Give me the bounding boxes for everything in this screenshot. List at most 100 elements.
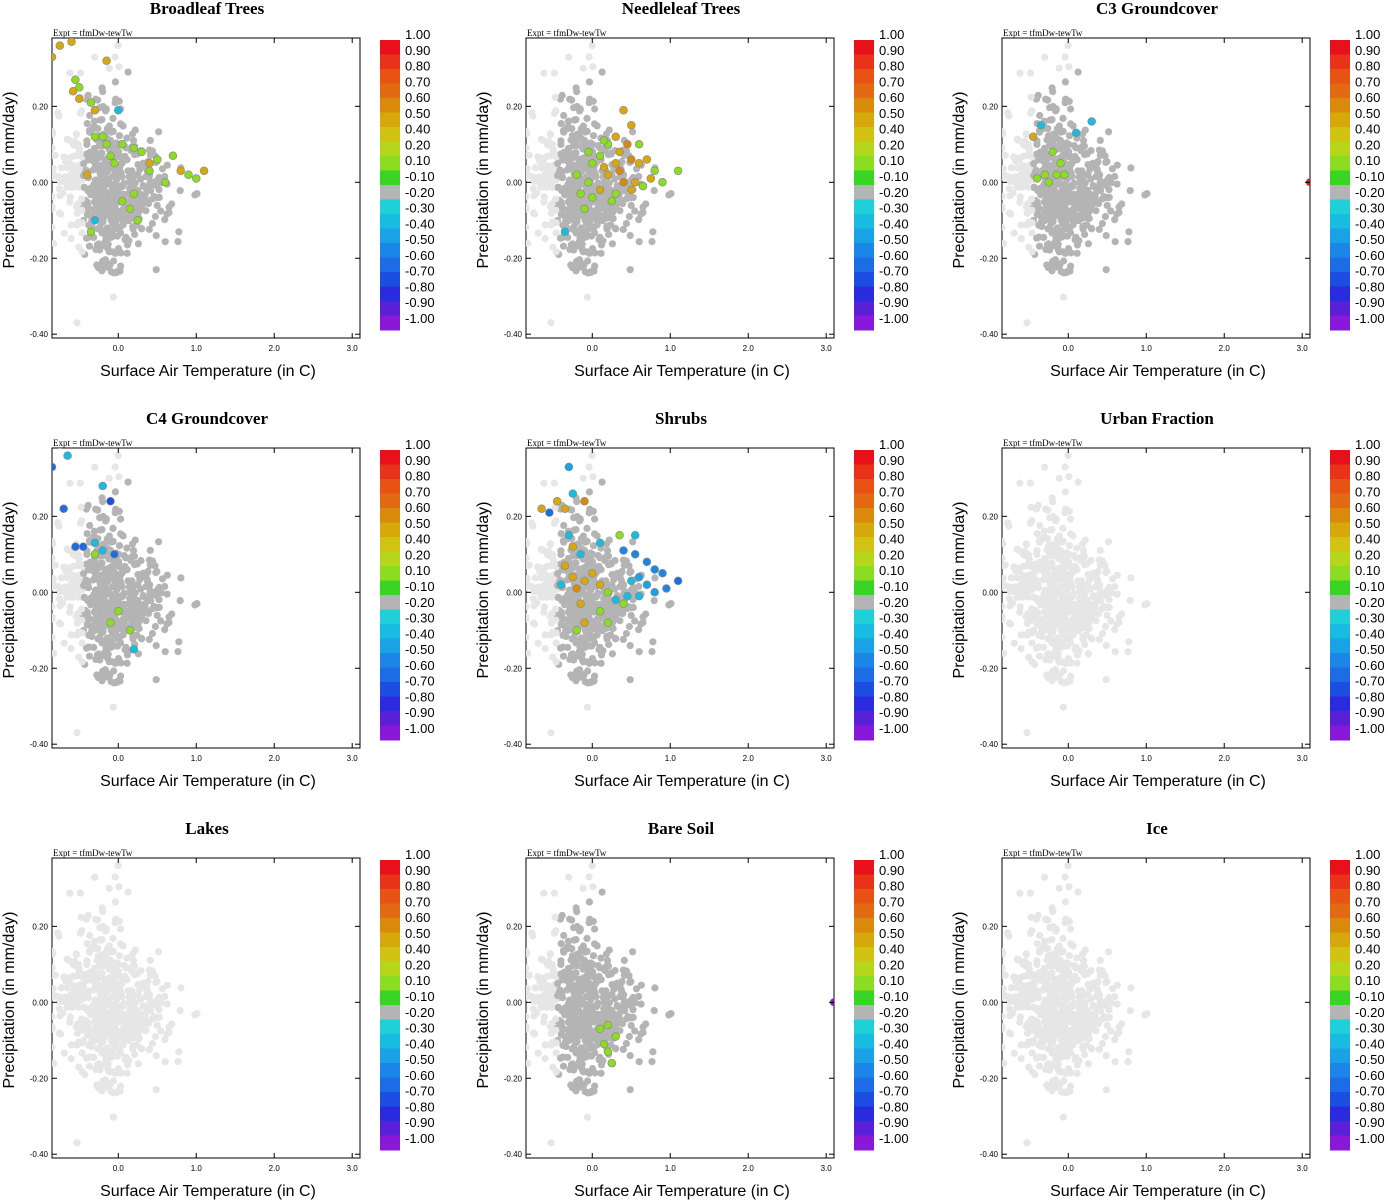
scatter-point bbox=[598, 478, 606, 486]
scatter-point bbox=[1002, 561, 1009, 569]
scatter-point bbox=[537, 135, 545, 143]
colorbar-swatch bbox=[380, 257, 400, 273]
scatter-point bbox=[111, 53, 119, 61]
scatter-point bbox=[1057, 569, 1065, 577]
colored-point bbox=[572, 584, 581, 593]
colorbar-label: 0.10 bbox=[1355, 563, 1380, 578]
scatter-point bbox=[109, 1113, 117, 1121]
colorbar-swatch bbox=[380, 464, 400, 480]
scatter-point bbox=[128, 553, 136, 561]
colorbar-swatch bbox=[1330, 272, 1350, 287]
scatter-point bbox=[1013, 164, 1021, 172]
colorbar-swatch bbox=[854, 551, 874, 567]
scatter-point bbox=[82, 576, 90, 584]
scatter-point bbox=[572, 267, 580, 275]
scatter-point bbox=[1108, 575, 1117, 583]
scatter-point bbox=[577, 535, 585, 543]
colored-point bbox=[580, 618, 589, 627]
scatter-point bbox=[540, 69, 548, 77]
colorbar-label: -0.20 bbox=[879, 595, 909, 610]
colorbar-swatch bbox=[380, 127, 400, 142]
x-axis-label: Surface Air Temperature (in C) bbox=[574, 363, 790, 380]
scatter-point bbox=[1073, 249, 1081, 257]
scatter-point bbox=[73, 319, 81, 327]
scatter-point bbox=[116, 229, 125, 237]
colored-point bbox=[595, 580, 605, 589]
scatter-point bbox=[144, 567, 152, 576]
scatter-point bbox=[1002, 615, 1006, 623]
scatter-point bbox=[540, 582, 548, 590]
scatter-point bbox=[1094, 567, 1102, 576]
scatter-point bbox=[175, 228, 183, 236]
scatter-point bbox=[529, 619, 538, 627]
colorbar-label: -0.90 bbox=[1355, 295, 1385, 310]
colored-point bbox=[630, 178, 640, 187]
colored-point bbox=[52, 462, 57, 472]
colorbar-label: -1.00 bbox=[1355, 721, 1385, 736]
scatter-point bbox=[1063, 678, 1071, 686]
colorbar-swatch bbox=[854, 580, 874, 596]
colored-point bbox=[55, 41, 65, 50]
scatter-point bbox=[1057, 574, 1065, 582]
colorbar-swatch bbox=[854, 185, 874, 200]
scatter-point bbox=[138, 1045, 146, 1053]
scatter-point bbox=[585, 488, 593, 496]
colorbar-label: -0.90 bbox=[405, 295, 435, 310]
scatter-point bbox=[1042, 593, 1050, 601]
scatter-point bbox=[124, 478, 132, 486]
colorbar-label: 0.40 bbox=[879, 122, 904, 137]
x-tick-label: 3.0 bbox=[347, 344, 359, 353]
y-axis-label: Precipitation (in mm/day) bbox=[475, 92, 492, 269]
scatter-point bbox=[104, 240, 112, 248]
scatter-point bbox=[161, 992, 169, 1001]
scatter-point bbox=[552, 629, 560, 637]
scatter-point bbox=[560, 111, 568, 120]
scatter-point bbox=[116, 182, 125, 190]
scatter-point bbox=[90, 527, 98, 535]
scatter-point bbox=[1047, 601, 1055, 609]
y-tick-label: 0.20 bbox=[32, 102, 48, 111]
scatter-point bbox=[119, 615, 127, 623]
scatter-point bbox=[175, 638, 183, 646]
scatter-point bbox=[589, 576, 597, 584]
scatter-point bbox=[1072, 643, 1080, 651]
scatter-point bbox=[78, 206, 86, 214]
scatter-point bbox=[1016, 198, 1024, 206]
scatter-point bbox=[72, 613, 80, 621]
colorbar-label: -0.20 bbox=[405, 185, 435, 200]
point-layer bbox=[1002, 452, 1151, 737]
colored-point bbox=[82, 170, 92, 179]
scatter-point bbox=[131, 589, 139, 597]
colorbar-label: -0.70 bbox=[405, 674, 435, 689]
scatter-point bbox=[544, 572, 552, 580]
scatter-point bbox=[1013, 545, 1021, 553]
scatter-point bbox=[155, 596, 163, 604]
scatter-point bbox=[60, 639, 68, 647]
scatter-point bbox=[57, 574, 65, 582]
scatter-point bbox=[97, 1011, 105, 1019]
scatter-point bbox=[123, 249, 131, 257]
colorbar-swatch bbox=[854, 156, 874, 171]
scatter-point bbox=[93, 671, 101, 679]
scatter-point bbox=[155, 603, 163, 611]
scatter-point bbox=[108, 595, 116, 603]
colorbar-label: -0.50 bbox=[1355, 642, 1385, 657]
scatter-point bbox=[608, 240, 616, 248]
scatter-point bbox=[1010, 639, 1018, 647]
colored-point bbox=[90, 216, 100, 225]
scatter-point bbox=[145, 1045, 153, 1053]
scatter-point bbox=[529, 595, 537, 603]
scatter-point bbox=[1022, 203, 1030, 211]
scatter-point bbox=[1012, 157, 1020, 165]
scatter-point bbox=[52, 1043, 56, 1051]
colorbar-swatch bbox=[854, 170, 874, 186]
colorbar-label: -1.00 bbox=[405, 721, 435, 736]
scatter-point bbox=[583, 114, 591, 122]
scatter-point bbox=[104, 1060, 112, 1068]
scatter-point bbox=[650, 597, 658, 605]
colorbar-swatch bbox=[1330, 493, 1350, 509]
scatter-point bbox=[567, 136, 575, 144]
scatter-point bbox=[1113, 590, 1121, 598]
scatter-point bbox=[1028, 629, 1036, 637]
